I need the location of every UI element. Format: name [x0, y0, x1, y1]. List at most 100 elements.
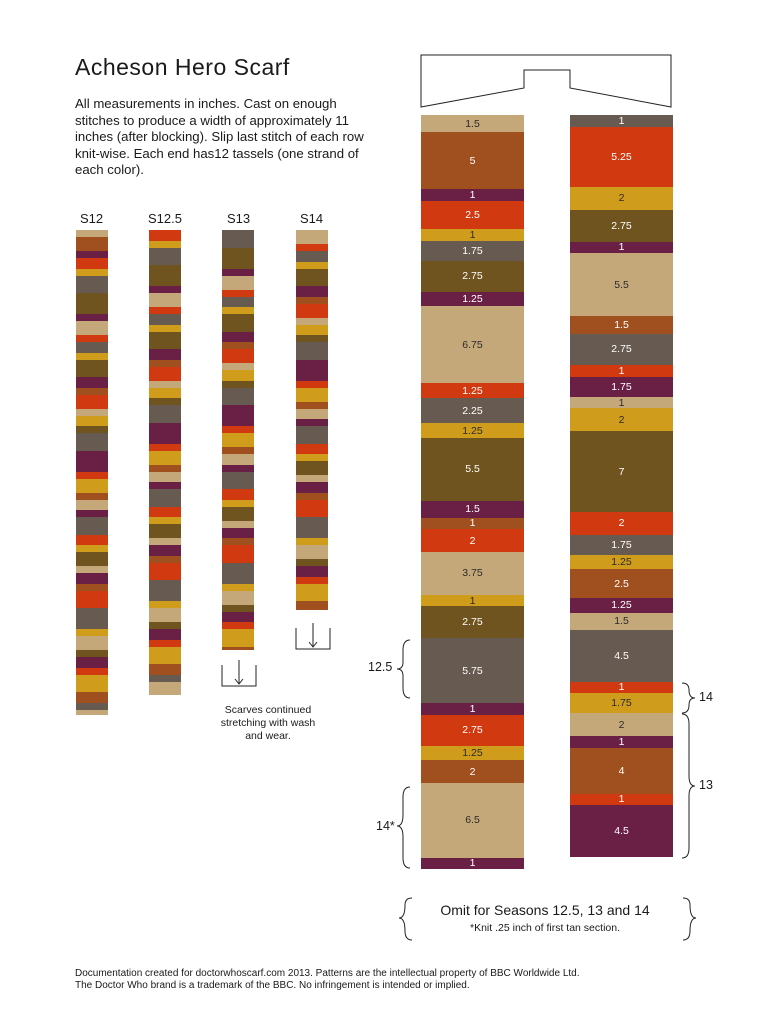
scarf-stripe: [149, 450, 181, 465]
scarf-stripe: [296, 517, 328, 538]
scarf-stripe: [76, 293, 108, 314]
scarf-stripe: [296, 303, 328, 318]
omit-note: Omit for Seasons 12.5, 13 and 14: [440, 902, 650, 918]
stripe-segment: 1: [421, 517, 524, 530]
scarf-stripe: [296, 251, 328, 262]
stripe-segment: 2: [570, 511, 673, 535]
scarf-stripe: [222, 447, 254, 454]
stripe-segment: 2: [570, 713, 673, 737]
scarf-stripe: [149, 562, 181, 580]
scarf-stripe: [222, 464, 254, 472]
scarf-stripe: [76, 667, 108, 675]
scarf-stripe: [296, 268, 328, 286]
stripe-segment: 6.5: [421, 783, 524, 858]
scarf-stripe: [296, 419, 328, 426]
scarf-stripe: [296, 545, 328, 559]
scarf-stripe: [222, 454, 254, 465]
stripe-segment: 1.25: [421, 383, 524, 398]
stripe-segment: 2: [421, 760, 524, 784]
scarf-s12: [76, 230, 108, 715]
scarf-stripe: [222, 307, 254, 314]
scarf-stripe: [296, 324, 328, 335]
stripe-segment: 1: [421, 229, 524, 241]
scarf-stripe: [222, 387, 254, 405]
scarf-stripe: [296, 443, 328, 454]
scarf-stripe: [222, 499, 254, 507]
season-label-s13: S13: [227, 211, 251, 226]
scarf-stripe: [76, 657, 108, 668]
scarf-stripe: [296, 359, 328, 381]
bracket-14-star: [396, 786, 411, 869]
scarf-stripe: [76, 534, 108, 545]
stripe-segment: 1.75: [570, 376, 673, 397]
footer-line-1: Documentation created for doctorwhoscarf…: [75, 968, 580, 979]
scarf-stripe: [222, 622, 254, 629]
scarf-stripe: [296, 601, 328, 610]
scarf-stripe: [296, 380, 328, 388]
scarf-stripe: [149, 664, 181, 675]
stripe-segment: 2.75: [570, 209, 673, 242]
scarf-stripe: [222, 405, 254, 426]
scarf-stripe: [296, 286, 328, 297]
scarf-stripe: [222, 538, 254, 545]
scarf-stripe: [149, 324, 181, 332]
bracket-14: [681, 682, 696, 714]
scarf-stripe: [296, 566, 328, 577]
scarf-stripe: [222, 268, 254, 276]
scarf-stripe: [222, 247, 254, 269]
stripe-segment: 7: [570, 431, 673, 512]
stretch-note: Scarves continued stretching with wash a…: [220, 704, 316, 742]
scarf-stripe: [149, 359, 181, 367]
scarf-stripe: [149, 580, 181, 601]
stripe-segment: 1.75: [570, 534, 673, 556]
scarf-stripe: [76, 650, 108, 657]
stripe-segment: 2: [421, 529, 524, 552]
scarf-stripe: [296, 244, 328, 251]
scarf-stripe: [296, 408, 328, 419]
scarf-stripe: [149, 674, 181, 682]
scarf-stripe: [76, 426, 108, 433]
stripe-segment: 5.5: [421, 437, 524, 501]
scarf-stripe: [149, 422, 181, 444]
scarf-stripe: [76, 237, 108, 251]
scarf-stripe: [222, 527, 254, 538]
scarf-stripe: [76, 552, 108, 566]
season-label-s12: S12: [80, 211, 104, 226]
scarf-stripe: [76, 394, 108, 409]
stripe-segment: 1.25: [421, 746, 524, 761]
scarf-stripe: [76, 629, 108, 636]
stripe-segment: 1: [421, 189, 524, 201]
stripe-segment: 1.75: [421, 240, 524, 261]
stripe-segment: 1: [570, 736, 673, 748]
stripe-segment: 2.5: [421, 200, 524, 230]
scarf-stripe: [149, 331, 181, 349]
scarf-stripe: [222, 331, 254, 342]
scarf-stripe: [222, 380, 254, 388]
season-label-s14: S14: [300, 211, 324, 226]
scarf-stripe: [296, 492, 328, 500]
scarf-s14: [296, 230, 328, 610]
scarf-stripe: [296, 559, 328, 566]
scarf-stripe: [149, 601, 181, 608]
stripe-segment: 1.25: [570, 555, 673, 570]
scarf-stripe: [149, 247, 181, 265]
scarf-stripe: [296, 499, 328, 517]
stripe-segment: 5.75: [421, 637, 524, 704]
stripe-segment: 1: [570, 115, 673, 127]
scarf-stripe: [149, 608, 181, 622]
scarf-stripe: [149, 265, 181, 286]
scarf-stripe: [149, 240, 181, 248]
scarf-stripe: [76, 258, 108, 269]
scarf-stripe: [76, 387, 108, 395]
stripe-segment: 4.5: [570, 629, 673, 682]
scarf-stripe: [149, 314, 181, 325]
scarf-stripe: [222, 289, 254, 297]
scarf-stripe: [76, 450, 108, 472]
stripe-segment: 1.25: [421, 423, 524, 438]
scarf-stripe: [149, 443, 181, 451]
scarf-stripe: [222, 363, 254, 370]
scarf-stripe: [149, 629, 181, 640]
scarf-top-shape: [420, 54, 672, 108]
scarf-stripe: [149, 517, 181, 524]
scarf-s12-5: [149, 230, 181, 695]
